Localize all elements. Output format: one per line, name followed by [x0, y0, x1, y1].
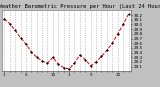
Title: Milwaukee Weather Barometric Pressure per Hour (Last 24 Hours): Milwaukee Weather Barometric Pressure pe…	[0, 4, 160, 9]
